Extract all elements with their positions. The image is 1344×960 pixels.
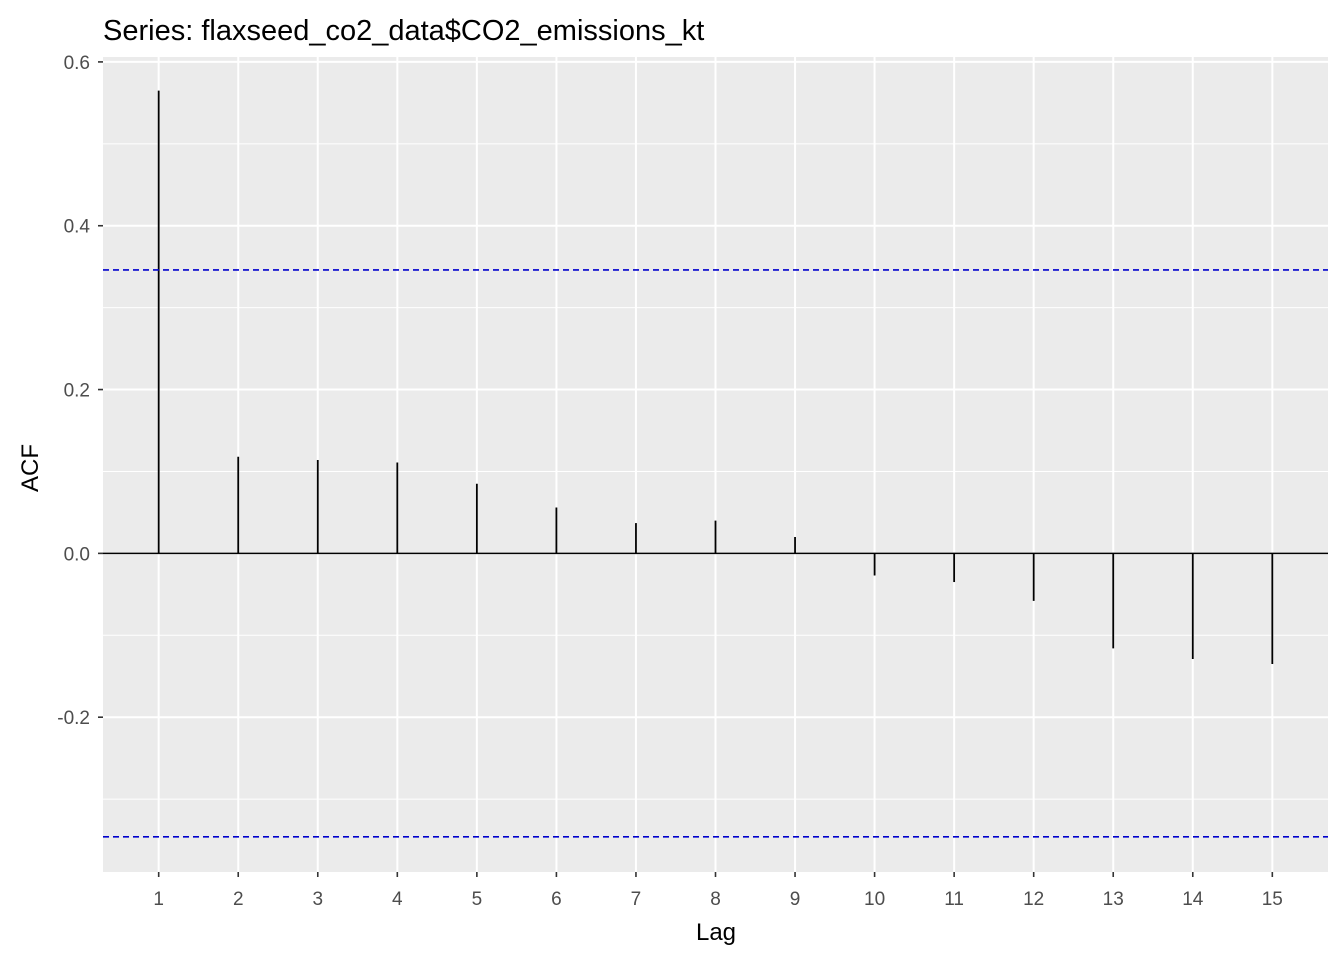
x-tick-label: 2: [233, 889, 244, 910]
y-axis-title: ACF: [17, 444, 44, 492]
x-axis-title: Lag: [696, 919, 736, 946]
chart-title: Series: flaxseed_co2_data$CO2_emissions_…: [103, 15, 704, 47]
x-tick-label: 14: [1182, 889, 1204, 910]
y-tick-label: 0.6: [64, 53, 90, 74]
x-tick-label: 9: [790, 889, 801, 910]
acf-stems: [157, 90, 1274, 664]
x-tick-label: 10: [864, 889, 885, 910]
x-tick-label: 4: [392, 889, 403, 910]
x-tick-label: 6: [551, 889, 562, 910]
x-tick-label: 13: [1103, 889, 1124, 910]
x-axis: 1 2 3 4 5 6 7 8 9 10 11 12 13 14 15: [153, 872, 1283, 910]
y-tick-label: -0.2: [57, 708, 90, 729]
x-tick-label: 15: [1262, 889, 1283, 910]
y-tick-label: 0.2: [64, 381, 90, 402]
x-tick-label: 1: [153, 889, 164, 910]
x-tick-label: 7: [631, 889, 642, 910]
x-tick-label: 11: [944, 889, 964, 910]
x-tick-label: 12: [1023, 889, 1044, 910]
confidence-bands: [103, 269, 1328, 838]
x-tick-label: 5: [472, 889, 483, 910]
x-tick-label: 3: [312, 889, 323, 910]
x-tick-label: 8: [710, 889, 721, 910]
y-axis: -0.2 0.0 0.2 0.4 0.6: [57, 53, 103, 729]
y-tick-label: 0.0: [64, 544, 90, 565]
y-tick-label: 0.4: [64, 217, 91, 238]
